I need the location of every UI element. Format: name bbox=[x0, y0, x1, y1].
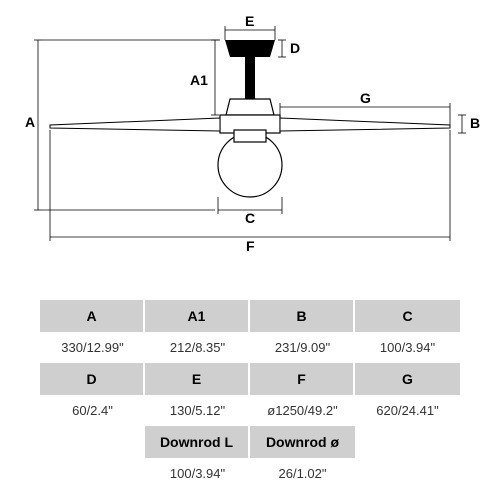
motor-top bbox=[226, 99, 274, 115]
table-value-row-1: 330/12.99" 212/8.35" 231/9.09" 100/3.94" bbox=[40, 332, 460, 363]
table-cell: 26/1.02" bbox=[250, 458, 355, 489]
table-cell: 620/24.41" bbox=[355, 395, 460, 426]
col-header: D bbox=[40, 363, 145, 395]
blade-right bbox=[280, 118, 450, 131]
globe-neck bbox=[234, 130, 266, 142]
table-cell: ø1250/49.2" bbox=[250, 395, 355, 426]
downrod bbox=[245, 57, 255, 99]
label-d: D bbox=[290, 40, 300, 56]
table-value-row-3: 100/3.94" 26/1.02" bbox=[40, 458, 460, 489]
col-header: A bbox=[40, 300, 145, 332]
table-value-row-2: 60/2.4" 130/5.12" ø1250/49.2" 620/24.41" bbox=[40, 395, 460, 426]
col-header: Downrod L bbox=[145, 426, 250, 458]
label-e: E bbox=[245, 15, 254, 29]
canopy bbox=[225, 40, 275, 57]
table-header-row-2: D E F G bbox=[40, 363, 460, 395]
dimension-table: A A1 B C 330/12.99" 212/8.35" 231/9.09" … bbox=[40, 300, 460, 489]
table-cell: 231/9.09" bbox=[250, 332, 355, 363]
fan-dimension-diagram: A E D A1 G bbox=[20, 15, 480, 265]
label-b: B bbox=[470, 115, 480, 131]
col-header: Downrod ø bbox=[250, 426, 355, 458]
table-header-row-1: A A1 B C bbox=[40, 300, 460, 332]
col-header: F bbox=[250, 363, 355, 395]
col-header: G bbox=[355, 363, 460, 395]
label-c: C bbox=[245, 210, 255, 226]
fan-svg: A E D A1 G bbox=[20, 15, 480, 265]
label-a1: A1 bbox=[190, 72, 208, 88]
label-g: G bbox=[360, 90, 371, 106]
table-cell: 212/8.35" bbox=[145, 332, 250, 363]
table-header-row-3: Downrod L Downrod ø bbox=[40, 426, 460, 458]
light-globe bbox=[218, 133, 282, 197]
col-header: B bbox=[250, 300, 355, 332]
blade-left bbox=[50, 118, 220, 131]
label-f: F bbox=[246, 238, 255, 254]
label-a: A bbox=[25, 114, 35, 130]
table-cell: 100/3.94" bbox=[145, 458, 250, 489]
table-cell: 60/2.4" bbox=[40, 395, 145, 426]
col-header: C bbox=[355, 300, 460, 332]
table-cell: 100/3.94" bbox=[355, 332, 460, 363]
table-cell: 330/12.99" bbox=[40, 332, 145, 363]
col-header: E bbox=[145, 363, 250, 395]
col-header: A1 bbox=[145, 300, 250, 332]
table-cell: 130/5.12" bbox=[145, 395, 250, 426]
